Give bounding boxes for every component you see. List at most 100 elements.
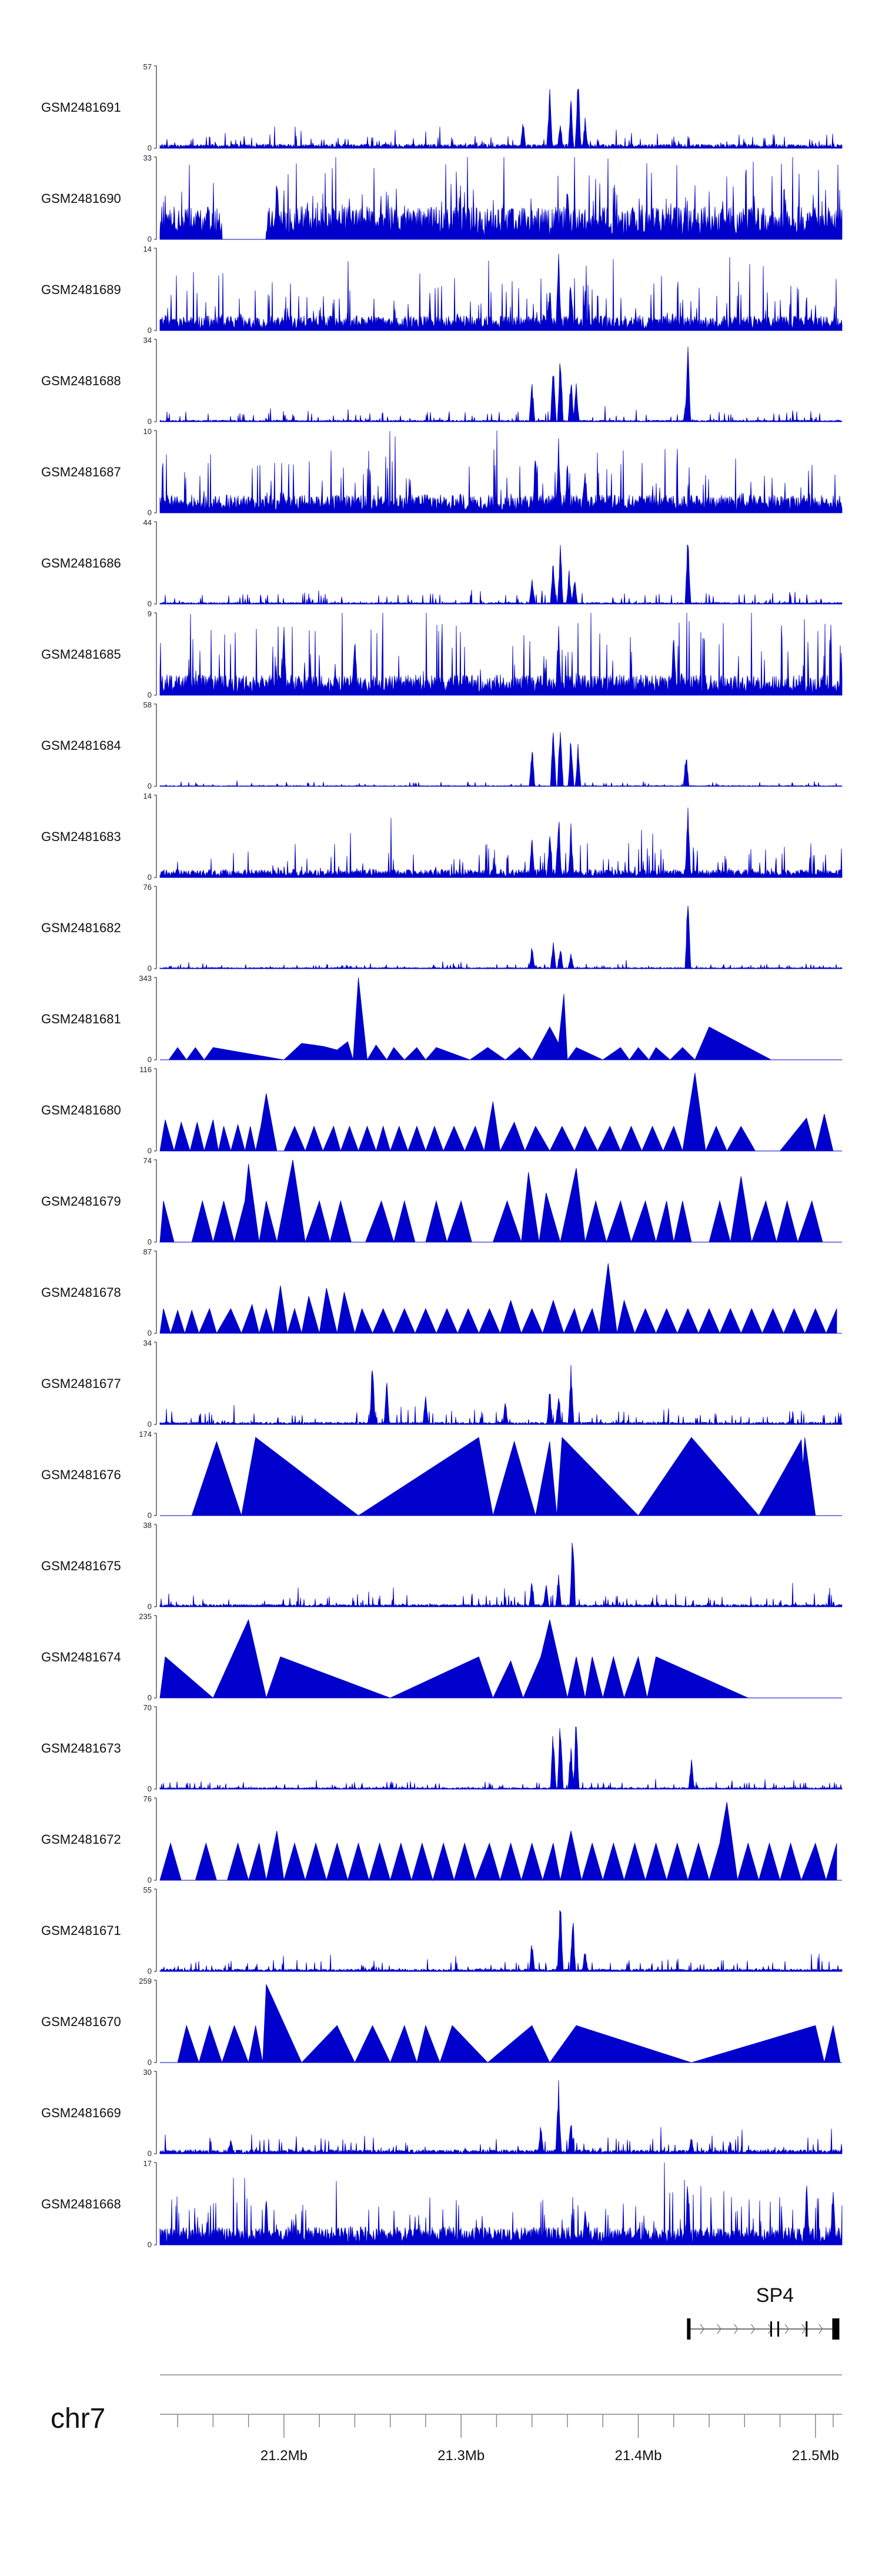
y-max-label: 10 [143, 427, 152, 436]
track-GSM2481676: GSM2481676 174 0 [41, 1430, 842, 1520]
track-GSM2481673: GSM2481673 70 0 [41, 1703, 843, 1793]
strand-arrow [784, 2324, 789, 2334]
gene-exon [806, 2321, 808, 2337]
track-GSM2481675: GSM2481675 38 0 [41, 1521, 843, 1611]
signal-area [159, 2162, 843, 2245]
track-GSM2481684: GSM2481684 58 0 [41, 700, 843, 790]
y-max-label: 44 [143, 518, 152, 527]
gene-annotation-track: SP4 [687, 2284, 840, 2340]
signal-area [159, 1543, 843, 1607]
y-max-label: 174 [139, 1430, 152, 1439]
gene-label-sp4: SP4 [756, 2284, 794, 2307]
strand-arrow [801, 2324, 806, 2334]
track-label: GSM2481685 [41, 647, 121, 662]
x-tick-label: 21.2Mb [260, 2448, 308, 2464]
track-label: GSM2481675 [41, 1559, 121, 1573]
y-min-label: 0 [148, 1967, 152, 1976]
track-label: GSM2481683 [41, 829, 121, 844]
y-max-label: 76 [143, 1794, 152, 1803]
y-max-label: 38 [143, 1521, 152, 1530]
track-label: GSM2481679 [41, 1194, 121, 1209]
track-GSM2481679: GSM2481679 74 0 [41, 1156, 842, 1246]
track-label: GSM2481678 [41, 1285, 121, 1300]
strand-arrow [717, 2324, 721, 2334]
track-GSM2481681: GSM2481681 343 0 [41, 974, 842, 1064]
track-GSM2481687: GSM2481687 10 0 [41, 427, 843, 517]
y-max-label: 259 [139, 1977, 152, 1986]
signal-area [168, 977, 771, 1061]
track-GSM2481680: GSM2481680 116 0 [41, 1065, 842, 1155]
signal-area [159, 1159, 823, 1243]
track-GSM2481688: GSM2481688 34 0 [41, 336, 843, 426]
y-min-label: 0 [148, 1784, 152, 1793]
signal-area [191, 1437, 816, 1516]
strand-arrow [700, 2324, 704, 2334]
y-max-label: 14 [143, 792, 152, 800]
track-label: GSM2481681 [41, 1012, 121, 1026]
y-max-label: 33 [143, 154, 152, 162]
track-GSM2481668: GSM2481668 17 0 [41, 2159, 843, 2249]
y-max-label: 34 [143, 1339, 152, 1347]
track-label: GSM2481687 [41, 465, 121, 479]
genome-axis-track: chr7 21.2Mb 21.3Mb 21.4Mb 21.5Mb [51, 2374, 842, 2464]
signal-area [159, 1072, 834, 1152]
track-GSM2481682: GSM2481682 76 0 [41, 883, 843, 973]
y-min-label: 0 [148, 1329, 152, 1337]
track-label: GSM2481682 [41, 920, 121, 935]
y-max-label: 76 [143, 883, 152, 892]
y-min-label: 0 [148, 2240, 152, 2249]
strand-arrow [751, 2324, 756, 2334]
y-min-label: 0 [148, 690, 152, 699]
track-label: GSM2481686 [41, 556, 121, 570]
y-min-label: 0 [148, 1055, 152, 1064]
track-label: GSM2481668 [41, 2197, 121, 2211]
signal-area [159, 430, 843, 513]
track-GSM2481671: GSM2481671 55 0 [41, 1886, 843, 1976]
y-max-label: 74 [143, 1156, 152, 1165]
track-label: GSM2481673 [41, 1741, 121, 1756]
y-min-label: 0 [148, 235, 152, 243]
track-GSM2481685: GSM2481685 9 0 [41, 609, 843, 699]
y-min-label: 0 [148, 508, 152, 517]
y-min-label: 0 [148, 417, 152, 426]
signal-area [159, 612, 843, 696]
y-max-label: 70 [143, 1703, 152, 1712]
y-min-label: 0 [148, 1511, 152, 1520]
track-label: GSM2481690 [41, 191, 121, 206]
y-max-label: 116 [139, 1065, 152, 1074]
track-GSM2481678: GSM2481678 87 0 [41, 1247, 842, 1337]
y-min-label: 0 [148, 2149, 152, 2158]
strand-arrow [734, 2324, 739, 2334]
gene-exon [777, 2321, 780, 2337]
signal-area [159, 1364, 843, 1425]
y-max-label: 9 [148, 609, 152, 618]
y-min-label: 0 [148, 1237, 152, 1246]
y-min-label: 0 [148, 144, 152, 152]
track-GSM2481674: GSM2481674 235 0 [41, 1612, 842, 1702]
x-tick-label: 21.5Mb [792, 2448, 839, 2464]
gene-exon [687, 2318, 691, 2340]
y-min-label: 0 [148, 964, 152, 973]
strand-arrow [818, 2324, 823, 2334]
data-tracks: GSM2481691570GSM2481690330GSM2481689140G… [41, 62, 843, 2249]
y-min-label: 0 [148, 1602, 152, 1611]
track-label: GSM2481684 [41, 738, 121, 753]
signal-area [159, 544, 843, 605]
track-label: GSM2481688 [41, 373, 121, 388]
track-label: GSM2481676 [41, 1467, 121, 1482]
y-max-label: 58 [143, 700, 152, 709]
track-label: GSM2481680 [41, 1103, 121, 1117]
track-GSM2481690: GSM2481690 33 0 [41, 154, 843, 243]
y-min-label: 0 [148, 599, 152, 608]
y-max-label: 343 [139, 974, 152, 983]
track-label: GSM2481677 [41, 1376, 121, 1391]
signal-area [159, 807, 843, 878]
y-min-label: 0 [148, 1420, 152, 1429]
track-GSM2481691: GSM2481691 57 0 [41, 62, 843, 152]
y-max-label: 87 [143, 1247, 152, 1256]
y-max-label: 17 [143, 2159, 152, 2168]
track-GSM2481683: GSM2481683 14 0 [41, 792, 843, 882]
signal-area [177, 1984, 841, 2064]
y-min-label: 0 [148, 1693, 152, 1702]
